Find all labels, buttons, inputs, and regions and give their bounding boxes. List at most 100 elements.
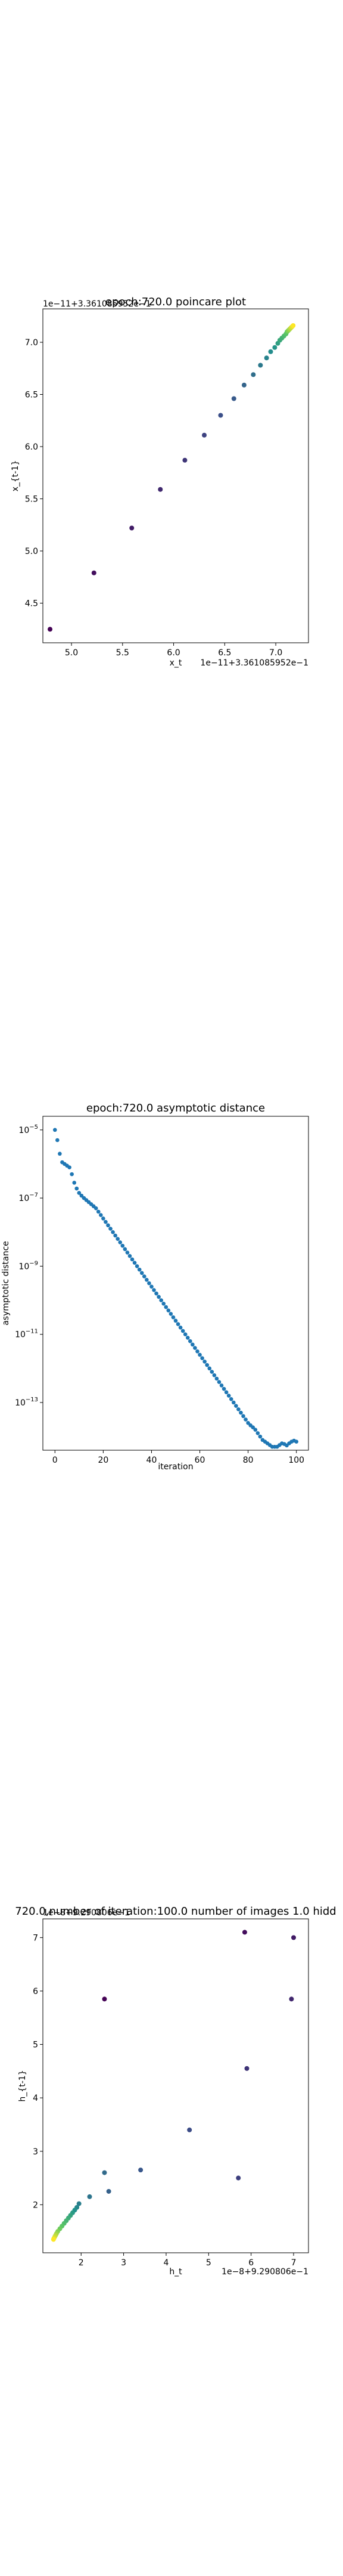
poincare-title: epoch:720.0 poincare plot xyxy=(105,296,246,308)
hidden-point xyxy=(102,1996,107,2002)
asymptotic-point xyxy=(253,1428,258,1432)
asymptotic-point xyxy=(96,1209,101,1214)
asymptotic-point xyxy=(152,1288,156,1292)
chart-asymptotic-distance: epoch:720.0 asymptotic distance iteratio… xyxy=(1,1102,309,1472)
hidden-point xyxy=(102,2170,107,2175)
hidden-y-tick-label: 7 xyxy=(33,1933,38,1943)
asymptotic-point xyxy=(217,1380,222,1385)
asymptotic-y-tick-label: 10−9 xyxy=(18,1260,38,1271)
hidden-y-ticks: 2 3 4 5 6 7 xyxy=(33,1933,43,2210)
hidden-x-tick-label: 2 xyxy=(79,2258,84,2268)
poincare-point xyxy=(48,627,53,632)
asymptotic-y-label: asymptotic distance xyxy=(1,1241,11,1326)
asymptotic-point xyxy=(191,1342,195,1347)
poincare-point xyxy=(158,487,163,492)
poincare-x-tick-label: 5.5 xyxy=(116,648,129,658)
asymptotic-point xyxy=(212,1373,217,1377)
asymptotic-y-tick-label: 10−7 xyxy=(18,1192,38,1203)
hidden-points xyxy=(51,1930,297,2242)
asymptotic-plot-frame xyxy=(42,1116,309,1451)
hidden-point xyxy=(138,2168,144,2173)
asymptotic-point xyxy=(251,1425,255,1430)
poincare-point xyxy=(241,382,247,388)
hidden-y-tick-label: 2 xyxy=(33,2200,38,2210)
asymptotic-point xyxy=(226,1394,231,1398)
asymptotic-point xyxy=(183,1332,188,1337)
asymptotic-point xyxy=(164,1305,169,1309)
asymptotic-point xyxy=(145,1277,149,1282)
poincare-point xyxy=(272,345,277,350)
asymptotic-points xyxy=(52,1128,299,1449)
asymptotic-point xyxy=(108,1227,113,1231)
poincare-y-label: x_{t-1} xyxy=(11,460,20,492)
hidden-x-ticks: 2 3 4 5 6 7 xyxy=(79,2253,296,2268)
hidden-point xyxy=(242,1930,247,1935)
hidden-point xyxy=(236,2175,241,2181)
asymptotic-point xyxy=(232,1400,236,1405)
hidden-y-label: h_{t-1} xyxy=(18,2070,27,2101)
poincare-x-ticks: 5.0 5.5 6.0 6.5 7.0 xyxy=(65,643,282,658)
asymptotic-point xyxy=(72,1181,77,1185)
asymptotic-point xyxy=(111,1230,115,1234)
asymptotic-point xyxy=(106,1223,110,1228)
asymptotic-point xyxy=(127,1253,132,1258)
asymptotic-point xyxy=(132,1261,137,1265)
asymptotic-point xyxy=(176,1322,180,1326)
hidden-x-tick-label: 6 xyxy=(248,2258,254,2268)
poincare-y-offset: 1e−11+3.361085952e−1 xyxy=(43,299,151,309)
asymptotic-point xyxy=(166,1308,171,1313)
asymptotic-point xyxy=(202,1360,207,1364)
hidden-y-tick-label: 5 xyxy=(33,2041,38,2050)
asymptotic-x-tick-label: 40 xyxy=(146,1456,157,1465)
chart-poincare: epoch:720.0 poincare plot 1e−11+3.361085… xyxy=(11,296,309,668)
poincare-point xyxy=(202,432,207,438)
hidden-y-tick-label: 3 xyxy=(33,2147,38,2157)
poincare-point xyxy=(258,363,263,368)
asymptotic-point xyxy=(188,1339,192,1343)
asymptotic-point xyxy=(125,1250,130,1255)
asymptotic-point xyxy=(258,1434,263,1439)
asymptotic-point xyxy=(173,1318,178,1323)
asymptotic-point xyxy=(130,1257,135,1262)
hidden-title: 720.0,number of iteration:100.0 number o… xyxy=(15,1905,336,1918)
asymptotic-point xyxy=(171,1315,176,1320)
poincare-x-offset: 1e−11+3.361085952e−1 xyxy=(200,658,308,668)
poincare-point xyxy=(91,570,96,575)
asymptotic-x-label: iteration xyxy=(158,1462,193,1472)
asymptotic-point xyxy=(120,1243,125,1248)
poincare-y-tick-label: 6.0 xyxy=(25,442,38,452)
asymptotic-point xyxy=(142,1274,146,1278)
poincare-point xyxy=(182,457,188,463)
hidden-plot-frame xyxy=(42,1918,309,2253)
hidden-point xyxy=(244,2066,250,2071)
asymptotic-x-tick-label: 100 xyxy=(288,1456,304,1465)
asymptotic-point xyxy=(200,1356,204,1361)
asymptotic-point xyxy=(55,1138,60,1143)
asymptotic-point xyxy=(255,1431,260,1435)
poincare-y-ticks: 4.5 5.0 5.5 6.0 6.5 7.0 xyxy=(25,338,43,609)
asymptotic-point xyxy=(74,1186,79,1191)
asymptotic-point xyxy=(118,1240,123,1244)
hidden-point xyxy=(289,1996,294,2002)
poincare-y-tick-label: 6.5 xyxy=(25,391,38,400)
asymptotic-x-tick-label: 0 xyxy=(52,1456,58,1465)
asymptotic-point xyxy=(214,1376,219,1381)
asymptotic-point xyxy=(239,1410,243,1415)
asymptotic-point xyxy=(169,1312,173,1316)
poincare-x-tick-label: 5.0 xyxy=(65,648,78,658)
hidden-y-offset: 1e−8+9.290806e−1 xyxy=(43,1908,130,1918)
asymptotic-point xyxy=(195,1349,199,1354)
hidden-x-tick-label: 4 xyxy=(163,2258,169,2268)
asymptotic-point xyxy=(67,1165,71,1170)
hidden-y-tick-label: 6 xyxy=(33,1987,38,1996)
asymptotic-point xyxy=(70,1172,74,1176)
asymptotic-point xyxy=(157,1295,161,1299)
hidden-point xyxy=(51,2237,56,2242)
asymptotic-x-tick-label: 80 xyxy=(243,1456,254,1465)
poincare-y-tick-label: 5.0 xyxy=(25,547,38,556)
hidden-point xyxy=(187,2127,192,2132)
asymptotic-y-ticks: 10−5 10−7 10−9 10−11 10−13 xyxy=(15,1124,43,1408)
hidden-x-offset: 1e−8+9.290806e−1 xyxy=(222,2267,308,2277)
asymptotic-point xyxy=(123,1247,127,1252)
